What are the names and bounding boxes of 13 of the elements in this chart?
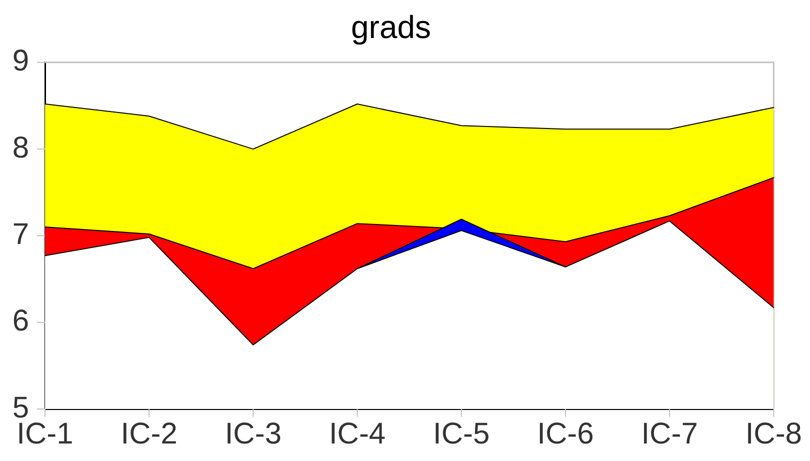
x-tick-label: IC-3 — [224, 417, 282, 450]
x-tick-label: IC-6 — [537, 417, 594, 450]
y-tick-label: 7 — [12, 218, 29, 251]
x-tick-label: IC-8 — [745, 417, 802, 450]
x-tick-label: IC-7 — [641, 417, 698, 450]
x-tick-label: IC-5 — [433, 417, 490, 450]
y-tick-label: 8 — [12, 131, 29, 164]
x-tick-label: IC-4 — [328, 417, 386, 450]
y-tick-label: 9 — [12, 44, 29, 78]
chart-title: grads — [350, 9, 432, 46]
x-tick-label: IC-2 — [120, 417, 178, 450]
y-tick-label: 6 — [12, 304, 29, 338]
x-tick-label: IC-1 — [16, 417, 74, 450]
